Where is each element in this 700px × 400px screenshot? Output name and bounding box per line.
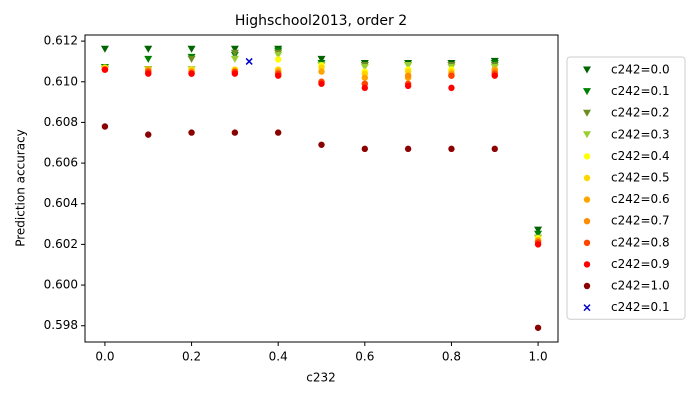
legend-label: c242=0.1 — [611, 84, 670, 98]
point — [274, 51, 283, 59]
legend-marker — [583, 131, 591, 139]
point — [187, 45, 196, 53]
legend-marker — [583, 304, 591, 312]
legend-marker — [583, 66, 591, 74]
y-tick-label: 0.604 — [44, 196, 78, 210]
point — [101, 66, 109, 73]
legend-label: c242=0.5 — [611, 171, 670, 185]
point — [404, 72, 412, 79]
x-tick-label: 0.0 — [95, 350, 114, 364]
legend-marker — [583, 282, 591, 290]
point — [101, 123, 109, 130]
legend-label: c242=1.0 — [611, 279, 670, 293]
y-tick-label: 0.602 — [44, 237, 78, 251]
legend-marker — [583, 218, 591, 225]
legend-label: c242=0.7 — [611, 214, 670, 228]
point — [230, 49, 239, 57]
x-axis-label: c232 — [306, 371, 336, 385]
x-tick-label: 1.0 — [529, 350, 548, 364]
point — [360, 64, 369, 72]
y-tick-label: 0.600 — [44, 278, 78, 292]
point — [144, 45, 153, 53]
point — [274, 129, 282, 136]
point — [144, 55, 153, 63]
point — [318, 141, 325, 148]
point — [534, 230, 543, 238]
x-tick-label: 0.8 — [442, 350, 461, 364]
point — [361, 74, 369, 81]
y-tick-label: 0.598 — [44, 318, 78, 332]
point — [534, 324, 542, 331]
point — [318, 68, 325, 75]
point — [534, 241, 542, 248]
y-tick-label: 0.608 — [44, 115, 78, 129]
y-tick-label: 0.610 — [44, 74, 78, 88]
point — [230, 55, 239, 63]
point — [187, 55, 196, 63]
legend-marker — [583, 174, 591, 182]
y-axis-label: Prediction accuracy — [14, 129, 28, 247]
point — [534, 226, 543, 234]
point — [245, 57, 253, 65]
legend-box — [566, 56, 686, 320]
legend-label: c242=0.0 — [611, 63, 670, 77]
point — [231, 129, 239, 136]
point — [274, 56, 282, 63]
legend-marker — [583, 109, 591, 117]
point — [100, 45, 109, 53]
point — [318, 80, 325, 87]
legend-marker — [583, 153, 591, 160]
legend-label: c242=0.9 — [611, 257, 670, 271]
y-tick-label: 0.612 — [44, 34, 78, 48]
legend-marker — [583, 196, 591, 203]
point — [274, 72, 282, 79]
point — [404, 82, 412, 90]
point — [145, 131, 152, 138]
legend-marker — [583, 261, 591, 268]
x-tick-label: 0.2 — [182, 350, 201, 364]
point — [317, 55, 326, 63]
x-tick-label: 0.6 — [355, 350, 374, 364]
point — [230, 45, 239, 53]
legend-label: c242=0.3 — [611, 127, 670, 141]
legend-label: c242=0.1 — [611, 300, 670, 314]
legend-marker — [583, 239, 591, 246]
point — [491, 72, 498, 79]
legend-label: c242=0.8 — [611, 235, 670, 249]
legend-label: c242=0.2 — [611, 106, 670, 120]
point — [491, 145, 498, 153]
point — [188, 70, 195, 77]
point — [404, 145, 412, 153]
point — [145, 70, 152, 77]
legend-label: c242=0.6 — [611, 192, 670, 206]
point — [188, 129, 195, 136]
point — [231, 70, 239, 77]
legend-label: c242=0.4 — [611, 149, 670, 163]
point — [361, 84, 369, 92]
point — [448, 84, 455, 92]
point — [448, 72, 455, 79]
x-tick-label: 0.4 — [269, 350, 288, 364]
point — [404, 61, 413, 69]
plot-frame — [84, 34, 559, 343]
legend-marker — [583, 88, 591, 96]
point — [448, 145, 455, 153]
point — [361, 145, 369, 153]
chart-title: Highschool2013, order 2 — [235, 13, 407, 29]
y-tick-label: 0.606 — [44, 156, 78, 170]
